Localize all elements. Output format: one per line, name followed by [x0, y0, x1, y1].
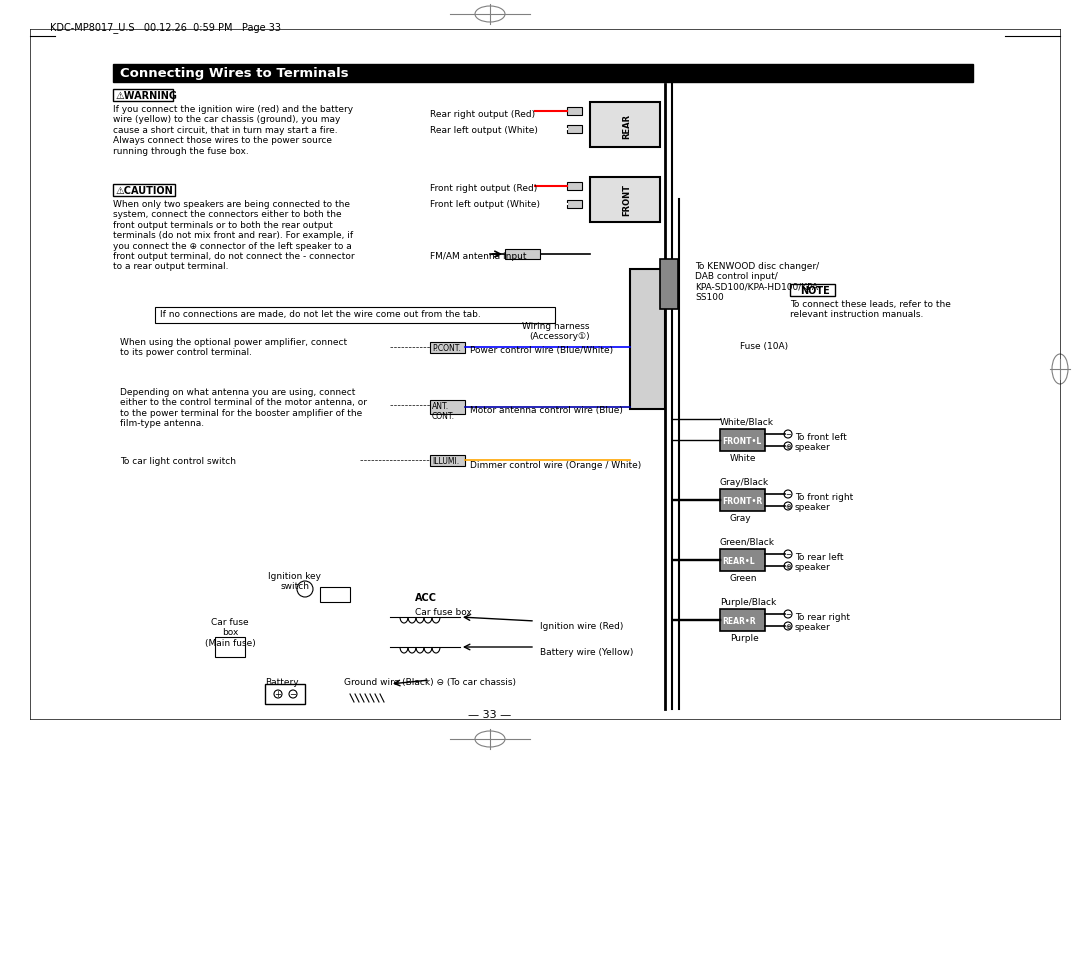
Bar — [720, 430, 765, 452]
Text: Green/Black: Green/Black — [720, 537, 775, 546]
Bar — [113, 90, 173, 102]
Text: Rear left output (White): Rear left output (White) — [430, 126, 538, 135]
Circle shape — [784, 551, 792, 558]
Circle shape — [784, 622, 792, 630]
Text: P.CONT.: P.CONT. — [432, 344, 461, 353]
Text: ACC: ACC — [414, 593, 437, 602]
Text: Ignition wire (Red): Ignition wire (Red) — [540, 621, 624, 630]
Text: FRONT: FRONT — [623, 184, 631, 215]
Text: White: White — [730, 454, 756, 462]
Text: If no connections are made, do not let the wire come out from the tab.: If no connections are made, do not let t… — [159, 310, 481, 318]
Text: ⚠WARNING: ⚠WARNING — [116, 91, 178, 101]
Text: +: + — [275, 690, 281, 699]
Text: Car fuse
box
(Main fuse): Car fuse box (Main fuse) — [205, 618, 255, 647]
Bar — [567, 108, 582, 116]
Text: −: − — [786, 612, 791, 618]
Text: — 33 —: — 33 — — [469, 709, 512, 720]
Bar — [590, 178, 660, 223]
Bar — [430, 343, 465, 354]
Text: FRONT•R: FRONT•R — [722, 497, 763, 505]
Text: REAR•R: REAR•R — [722, 617, 755, 625]
Bar — [320, 587, 350, 602]
Text: To front left
speaker: To front left speaker — [795, 433, 846, 452]
Text: ⚠CAUTION: ⚠CAUTION — [116, 186, 174, 195]
Bar — [430, 400, 465, 415]
Bar — [790, 285, 835, 296]
Text: ILLUMI.: ILLUMI. — [432, 456, 459, 465]
Text: KDC-MP8017_U.S   00.12.26  0:59 PM   Page 33: KDC-MP8017_U.S 00.12.26 0:59 PM Page 33 — [50, 22, 281, 32]
Bar — [590, 103, 660, 148]
Bar — [113, 65, 973, 83]
Bar — [720, 490, 765, 512]
Bar — [567, 126, 582, 133]
Text: To car light control switch: To car light control switch — [120, 456, 237, 465]
Text: Car fuse box: Car fuse box — [414, 607, 472, 617]
Bar — [215, 638, 245, 658]
Text: Gray/Black: Gray/Black — [720, 477, 769, 486]
Text: Front left output (White): Front left output (White) — [430, 200, 540, 209]
Text: Front right output (Red): Front right output (Red) — [430, 184, 537, 193]
Text: Depending on what antenna you are using, connect
either to the control terminal : Depending on what antenna you are using,… — [120, 388, 367, 428]
Text: Motor antenna control wire (Blue): Motor antenna control wire (Blue) — [470, 406, 623, 415]
Bar — [567, 183, 582, 191]
Text: When only two speakers are being connected to the
system, connect the connectors: When only two speakers are being connect… — [113, 200, 355, 271]
Circle shape — [784, 610, 792, 618]
Text: ⊕: ⊕ — [786, 563, 791, 569]
Bar — [113, 185, 175, 196]
Text: NOTE: NOTE — [800, 286, 830, 295]
Text: Green: Green — [730, 574, 757, 582]
Bar — [155, 308, 556, 324]
Text: Ignition key
switch: Ignition key switch — [268, 572, 321, 591]
Text: ⊕: ⊕ — [786, 443, 791, 450]
Text: If you connect the ignition wire (red) and the battery
wire (yellow) to the car : If you connect the ignition wire (red) a… — [113, 105, 353, 155]
Text: Wiring harness
(Accessory①): Wiring harness (Accessory①) — [523, 322, 590, 341]
Bar — [720, 609, 765, 631]
Text: −: − — [786, 492, 791, 497]
Text: Ground wire (Black) ⊖ (To car chassis): Ground wire (Black) ⊖ (To car chassis) — [344, 678, 516, 686]
Text: REAR: REAR — [623, 113, 631, 138]
Text: To KENWOOD disc changer/
DAB control input/
KPA-SD100/KPA-HD100/KPA-
SS100: To KENWOOD disc changer/ DAB control inp… — [695, 262, 821, 302]
Text: Power control wire (Blue/White): Power control wire (Blue/White) — [470, 346, 613, 355]
Text: −: − — [786, 552, 791, 558]
Text: FM/AM antenna input: FM/AM antenna input — [430, 252, 526, 261]
Text: White/Black: White/Black — [720, 417, 774, 427]
Bar — [660, 260, 678, 310]
Text: FRONT•L: FRONT•L — [722, 436, 762, 446]
Circle shape — [784, 442, 792, 451]
Text: To rear right
speaker: To rear right speaker — [795, 613, 850, 632]
Text: ⊕: ⊕ — [786, 623, 791, 629]
Bar — [567, 201, 582, 209]
Text: To connect these leads, refer to the
relevant instruction manuals.: To connect these leads, refer to the rel… — [790, 299, 950, 319]
Text: Purple/Black: Purple/Black — [720, 598, 776, 606]
Bar — [505, 250, 540, 260]
Text: When using the optional power amplifier, connect
to its power control terminal.: When using the optional power amplifier,… — [120, 337, 347, 357]
Circle shape — [784, 431, 792, 438]
Text: Fuse (10A): Fuse (10A) — [740, 341, 788, 351]
Circle shape — [784, 562, 792, 571]
Text: Purple: Purple — [730, 634, 758, 642]
Text: −: − — [786, 432, 791, 437]
Bar — [630, 270, 665, 410]
Text: Connecting Wires to Terminals: Connecting Wires to Terminals — [120, 67, 348, 80]
Text: Dimmer control wire (Orange / White): Dimmer control wire (Orange / White) — [470, 460, 641, 470]
Text: REAR•L: REAR•L — [722, 557, 755, 565]
Circle shape — [784, 502, 792, 511]
Text: To front right
speaker: To front right speaker — [795, 493, 853, 512]
Text: Battery: Battery — [265, 678, 298, 686]
Text: ANT.
CONT.: ANT. CONT. — [432, 401, 455, 421]
Text: −: − — [290, 690, 296, 699]
Bar — [430, 456, 465, 467]
Text: Gray: Gray — [730, 514, 752, 522]
Text: To rear left
speaker: To rear left speaker — [795, 553, 843, 572]
Text: ⊕: ⊕ — [786, 503, 791, 510]
Bar — [265, 684, 305, 704]
Circle shape — [784, 491, 792, 498]
Bar — [720, 550, 765, 572]
Text: Battery wire (Yellow): Battery wire (Yellow) — [540, 647, 634, 657]
Text: Rear right output (Red): Rear right output (Red) — [430, 110, 535, 119]
